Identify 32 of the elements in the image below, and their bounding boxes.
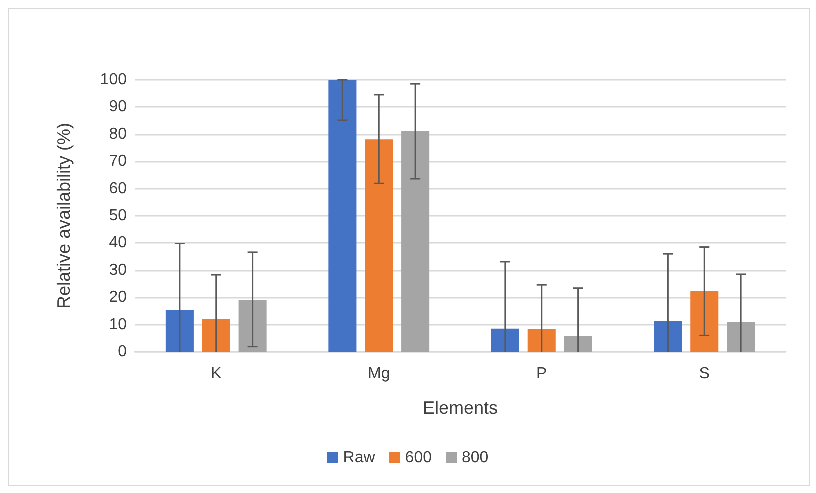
legend-label: 800: [462, 450, 489, 466]
bar: [365, 140, 394, 352]
y-tick-label: 50: [109, 208, 128, 224]
y-tick-label: 0: [118, 344, 128, 360]
bar: [238, 300, 267, 352]
bar: [727, 322, 756, 352]
legend-label: Raw: [343, 450, 376, 466]
bar: [528, 329, 556, 352]
x-tick-label: K: [211, 366, 222, 382]
x-tick-label: P: [536, 366, 548, 382]
legend-label: 600: [405, 450, 432, 466]
bar: [202, 319, 230, 352]
y-axis-title: Relative availability (%): [54, 122, 74, 310]
x-tick-label: S: [699, 366, 710, 382]
y-tick-label: 40: [109, 234, 128, 252]
bar: [166, 310, 194, 352]
y-tick-label: 30: [109, 262, 128, 279]
y-tick-label: 100: [100, 72, 128, 88]
y-tick-label: 60: [109, 180, 128, 198]
bar: [328, 80, 357, 352]
bar: [564, 336, 592, 352]
y-tick-label: 80: [109, 126, 128, 143]
y-tick-label: 90: [109, 98, 128, 116]
y-tick-label: 70: [109, 153, 128, 170]
bar: [491, 328, 520, 352]
x-axis-title: Elements: [422, 398, 498, 418]
y-tick-label: 20: [109, 289, 128, 306]
y-tick-label: 10: [109, 316, 128, 334]
bar: [402, 131, 430, 352]
bar: [654, 320, 682, 352]
bar: [690, 291, 719, 352]
x-tick-label: Mg: [368, 366, 390, 382]
